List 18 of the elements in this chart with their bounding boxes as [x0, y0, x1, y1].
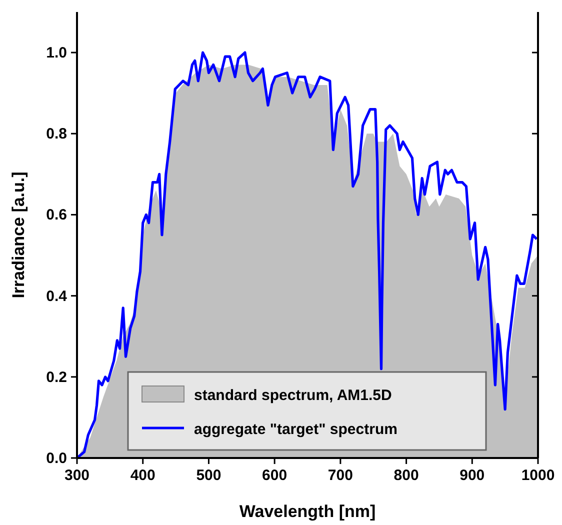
- y-tick-label: 0.6: [46, 206, 67, 224]
- x-axis-title: Wavelength [nm]: [239, 502, 376, 521]
- x-tick-label: 800: [394, 467, 419, 484]
- y-axis-title: Irradiance [a.u.]: [9, 172, 28, 298]
- x-tick-label: 300: [64, 467, 90, 484]
- x-tick-label: 700: [328, 467, 353, 484]
- y-tick-label: 0.8: [46, 126, 67, 143]
- x-tick-label: 900: [460, 467, 485, 484]
- x-tick-label: 1000: [521, 467, 555, 484]
- y-tick-label: 0.4: [46, 288, 68, 305]
- series-label: standard spectrum, AM1.5D: [194, 387, 392, 404]
- x-tick-label: 500: [196, 467, 222, 484]
- y-tick-label: 0.0: [46, 450, 67, 467]
- y-tick-label: 0.2: [46, 368, 67, 386]
- y-tick-label: 1.0: [46, 44, 67, 62]
- legend-label: aggregate "target" spectrum: [194, 421, 398, 438]
- x-tick-label: 400: [130, 467, 156, 484]
- x-tick-label: 600: [262, 467, 288, 484]
